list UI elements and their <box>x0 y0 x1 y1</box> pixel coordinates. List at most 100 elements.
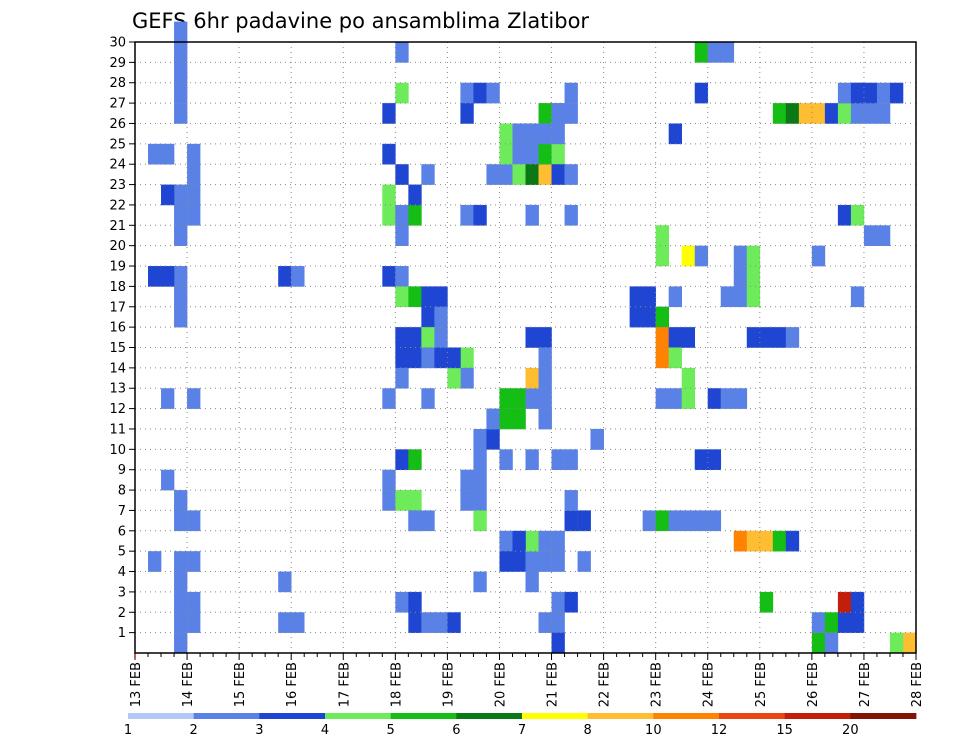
heatmap-cell <box>486 408 500 430</box>
heatmap-cell <box>473 428 487 450</box>
heatmap-cell <box>551 143 565 165</box>
heatmap-cell <box>538 612 552 633</box>
heatmap-cell <box>499 388 513 409</box>
heatmap-cell <box>707 42 722 63</box>
heatmap-cell <box>733 245 748 267</box>
heatmap-cell <box>694 42 709 63</box>
heatmap-cell <box>746 286 761 308</box>
heatmap-cell <box>720 42 735 63</box>
heatmap-cell <box>525 388 539 409</box>
heatmap-cell <box>174 551 188 572</box>
y-tick-label: 24 <box>109 158 126 173</box>
heatmap-cell <box>512 551 526 572</box>
heatmap-cell <box>174 103 188 124</box>
legend-label: 3 <box>255 723 263 738</box>
heatmap-cell <box>395 591 409 613</box>
heatmap-cell <box>681 327 696 348</box>
y-axis: 1234567891011121314151617181920212223242… <box>109 36 135 641</box>
heatmap-cell <box>681 367 696 389</box>
heatmap-cell <box>629 306 643 328</box>
heatmap-cell <box>187 612 201 633</box>
heatmap-cell <box>551 612 565 633</box>
heatmap-cell <box>720 388 735 409</box>
y-tick-label: 15 <box>109 341 126 356</box>
heatmap-cell <box>174 82 188 104</box>
heatmap-cell <box>434 286 448 308</box>
y-tick-label: 6 <box>118 524 126 539</box>
legend-swatch <box>587 713 654 719</box>
y-tick-label: 13 <box>109 382 126 397</box>
chart-title: GEFS 6hr padavine po ansamblima Zlatibor <box>132 9 589 33</box>
heatmap-cell <box>174 21 188 43</box>
heatmap-cell <box>525 571 539 593</box>
heatmap-cell <box>395 490 409 511</box>
legend-label: 15 <box>776 723 793 738</box>
heatmap-cell <box>538 143 552 165</box>
heatmap-cell <box>551 103 565 124</box>
heatmap-cell <box>395 449 409 470</box>
heatmap-cell <box>382 388 396 409</box>
heatmap-cell <box>148 551 162 572</box>
heatmap-cell <box>538 408 552 430</box>
heatmap-cell <box>408 449 422 470</box>
heatmap-cell <box>655 245 669 267</box>
y-tick-label: 25 <box>109 137 126 152</box>
heatmap-cell <box>772 103 787 124</box>
heatmap-cell <box>447 367 461 389</box>
heatmap-cell <box>499 551 513 572</box>
legend-label: 4 <box>321 723 329 738</box>
heatmap-cell <box>538 367 552 389</box>
legend-label: 12 <box>711 723 728 738</box>
heatmap-cell <box>707 510 722 532</box>
heatmap-cell <box>837 591 852 613</box>
heatmap-cell <box>473 204 487 226</box>
heatmap-cell <box>161 388 175 409</box>
legend-label: 5 <box>387 723 395 738</box>
heatmap-cell <box>642 306 656 328</box>
heatmap-cell <box>525 164 539 185</box>
heatmap-cell <box>733 266 748 287</box>
heatmap-cell <box>733 530 748 552</box>
heatmap-cell <box>382 184 396 206</box>
x-tick-label: 19 FEB <box>441 662 456 707</box>
heatmap-cell <box>564 164 578 185</box>
heatmap-cell <box>408 286 422 308</box>
heatmap-cell <box>850 591 865 613</box>
heatmap-cell <box>161 143 175 165</box>
heatmap-cell <box>668 327 682 348</box>
plot-frame <box>134 41 917 654</box>
heatmap-cell <box>564 82 578 104</box>
heatmap-cell <box>668 286 682 308</box>
heatmap-cell <box>499 449 513 470</box>
heatmap-cell <box>395 164 409 185</box>
y-tick-label: 7 <box>118 504 126 519</box>
heatmap-cell <box>538 123 552 145</box>
heatmap-cell <box>811 612 826 633</box>
x-tick-label: 27 FEB <box>858 662 873 707</box>
heatmap-cell <box>473 490 487 511</box>
y-tick-label: 27 <box>109 97 126 112</box>
heatmap-cell <box>187 204 201 226</box>
heatmap-cell <box>460 367 474 389</box>
heatmap-cell <box>187 143 201 165</box>
y-tick-label: 26 <box>109 117 126 132</box>
heatmap-cell <box>837 103 852 124</box>
y-tick-label: 19 <box>109 260 126 275</box>
y-tick-label: 10 <box>109 443 126 458</box>
heatmap-cell <box>655 306 669 328</box>
cells-layer <box>148 21 917 654</box>
heatmap-cell <box>434 327 448 348</box>
heatmap-cell <box>395 286 409 308</box>
legend-swatch <box>259 713 326 719</box>
heatmap-cell <box>408 327 422 348</box>
heatmap-cell <box>174 306 188 328</box>
heatmap-cell <box>876 225 891 246</box>
heatmap-cell <box>538 388 552 409</box>
heatmap-cell <box>681 245 696 267</box>
heatmap-cell <box>538 327 552 348</box>
legend-swatch <box>850 713 917 719</box>
heatmap-cell <box>538 530 552 552</box>
heatmap-cell <box>434 347 448 369</box>
heatmap-cell <box>408 490 422 511</box>
heatmap-cell <box>174 571 188 593</box>
